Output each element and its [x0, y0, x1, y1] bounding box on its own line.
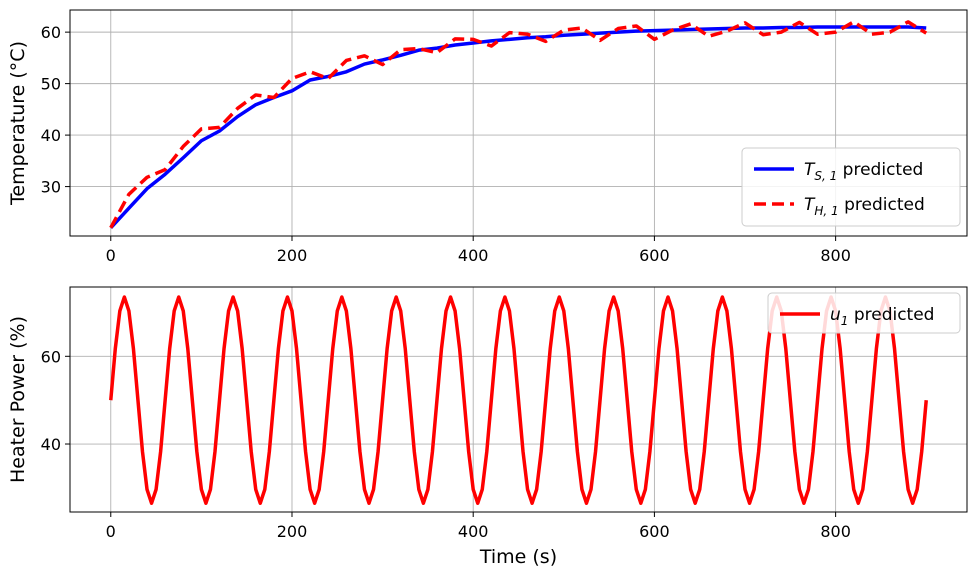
x-tick-label: 600: [639, 246, 670, 265]
y-axis-label: Temperature (°C): [7, 41, 29, 206]
legend: TS, 1 predicted TH, 1 predicted: [741, 147, 961, 227]
y-tick-label: 50: [41, 75, 61, 94]
x-tick-label: 800: [820, 246, 851, 265]
x-tick-label: 400: [458, 522, 489, 541]
series-line-T-S1: [109, 25, 927, 229]
x-tick-label: 800: [820, 522, 851, 541]
y-tick-label: 40: [41, 126, 61, 145]
legend-box: [767, 292, 961, 334]
y-tick-label: 40: [41, 435, 61, 454]
series-line-u-1: [109, 295, 928, 505]
legend-entry-label: u1 predicted: [830, 305, 934, 328]
legend: u1 predicted: [767, 292, 961, 334]
legend-entry-label: TH, 1 predicted: [804, 195, 925, 218]
heater-power-axes: 0 200 400 600 800 40 60 Heater Power (%) Time (s…: [7, 286, 968, 568]
temperature-axes: 0 200 400 600 800 30 40 50 60 Temperature (°C) TS,…: [7, 9, 968, 265]
y-axis-label: Heater Power (%): [7, 316, 29, 483]
x-axis-label: Time (s): [479, 546, 557, 568]
x-tick-label: 0: [106, 246, 116, 265]
y-tick-label: 30: [41, 178, 61, 197]
x-tick-label: 200: [277, 246, 308, 265]
legend-entry-label: TS, 1 predicted: [804, 160, 923, 183]
legend-box: [741, 147, 961, 227]
x-tick-label: 600: [639, 522, 670, 541]
x-tick-label: 200: [277, 522, 308, 541]
x-tick-label: 0: [106, 522, 116, 541]
x-tick-label: 400: [458, 246, 489, 265]
axes-frame: [69, 9, 968, 237]
y-tick-label: 60: [41, 23, 61, 42]
y-tick-label: 60: [41, 347, 61, 366]
axes-frame: [69, 286, 968, 513]
